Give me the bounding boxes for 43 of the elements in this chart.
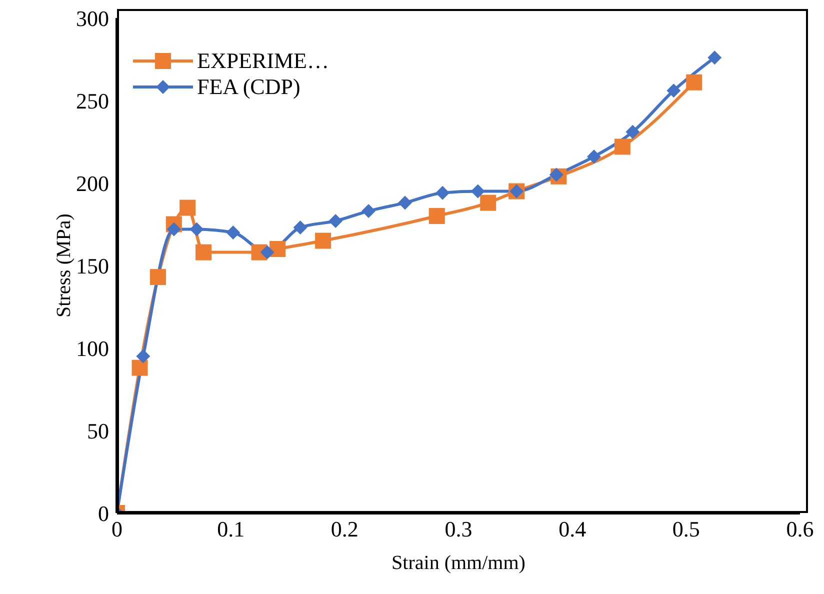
y-tick-label: 50 <box>87 418 109 444</box>
y-tick-label: 0 <box>98 500 109 526</box>
point <box>136 349 150 364</box>
x-tick-label: 0.5 <box>672 516 700 542</box>
point <box>362 204 376 218</box>
y-tick-label: 100 <box>76 336 109 361</box>
point <box>436 186 450 200</box>
point <box>666 84 681 98</box>
y-tick-label: 200 <box>76 170 109 196</box>
legend-label: EXPERIME… <box>197 48 329 74</box>
point <box>166 222 181 236</box>
point <box>708 50 722 65</box>
y-tick-label: 300 <box>76 6 109 31</box>
x-tick-label: 0.1 <box>217 516 245 542</box>
point <box>315 232 332 249</box>
y-axis-title: Stress (MPa) <box>53 214 76 318</box>
x-axis-title: Strain (mm/mm) <box>392 552 526 574</box>
point <box>549 168 564 182</box>
x-tick-label: 0.3 <box>444 516 472 542</box>
point <box>470 184 485 198</box>
point <box>260 245 274 260</box>
point <box>196 244 212 260</box>
point <box>270 241 286 257</box>
y-tick-label: 250 <box>76 88 109 114</box>
point <box>686 74 702 90</box>
point <box>480 194 496 211</box>
point <box>180 200 196 216</box>
x-tick-label: 0.4 <box>558 516 586 542</box>
point <box>293 220 308 235</box>
point <box>586 150 601 164</box>
point <box>428 208 445 224</box>
point <box>614 138 630 155</box>
point <box>150 269 166 286</box>
point <box>132 360 148 376</box>
point <box>328 214 343 228</box>
x-tick-label: 0.2 <box>330 516 358 542</box>
point <box>398 196 412 210</box>
point <box>190 222 204 236</box>
y-tick-label: 150 <box>76 253 109 278</box>
legend-label: FEA (CDP) <box>197 74 300 100</box>
x-tick-label: 0.6 <box>786 516 814 542</box>
point <box>626 124 640 139</box>
point <box>226 226 240 240</box>
